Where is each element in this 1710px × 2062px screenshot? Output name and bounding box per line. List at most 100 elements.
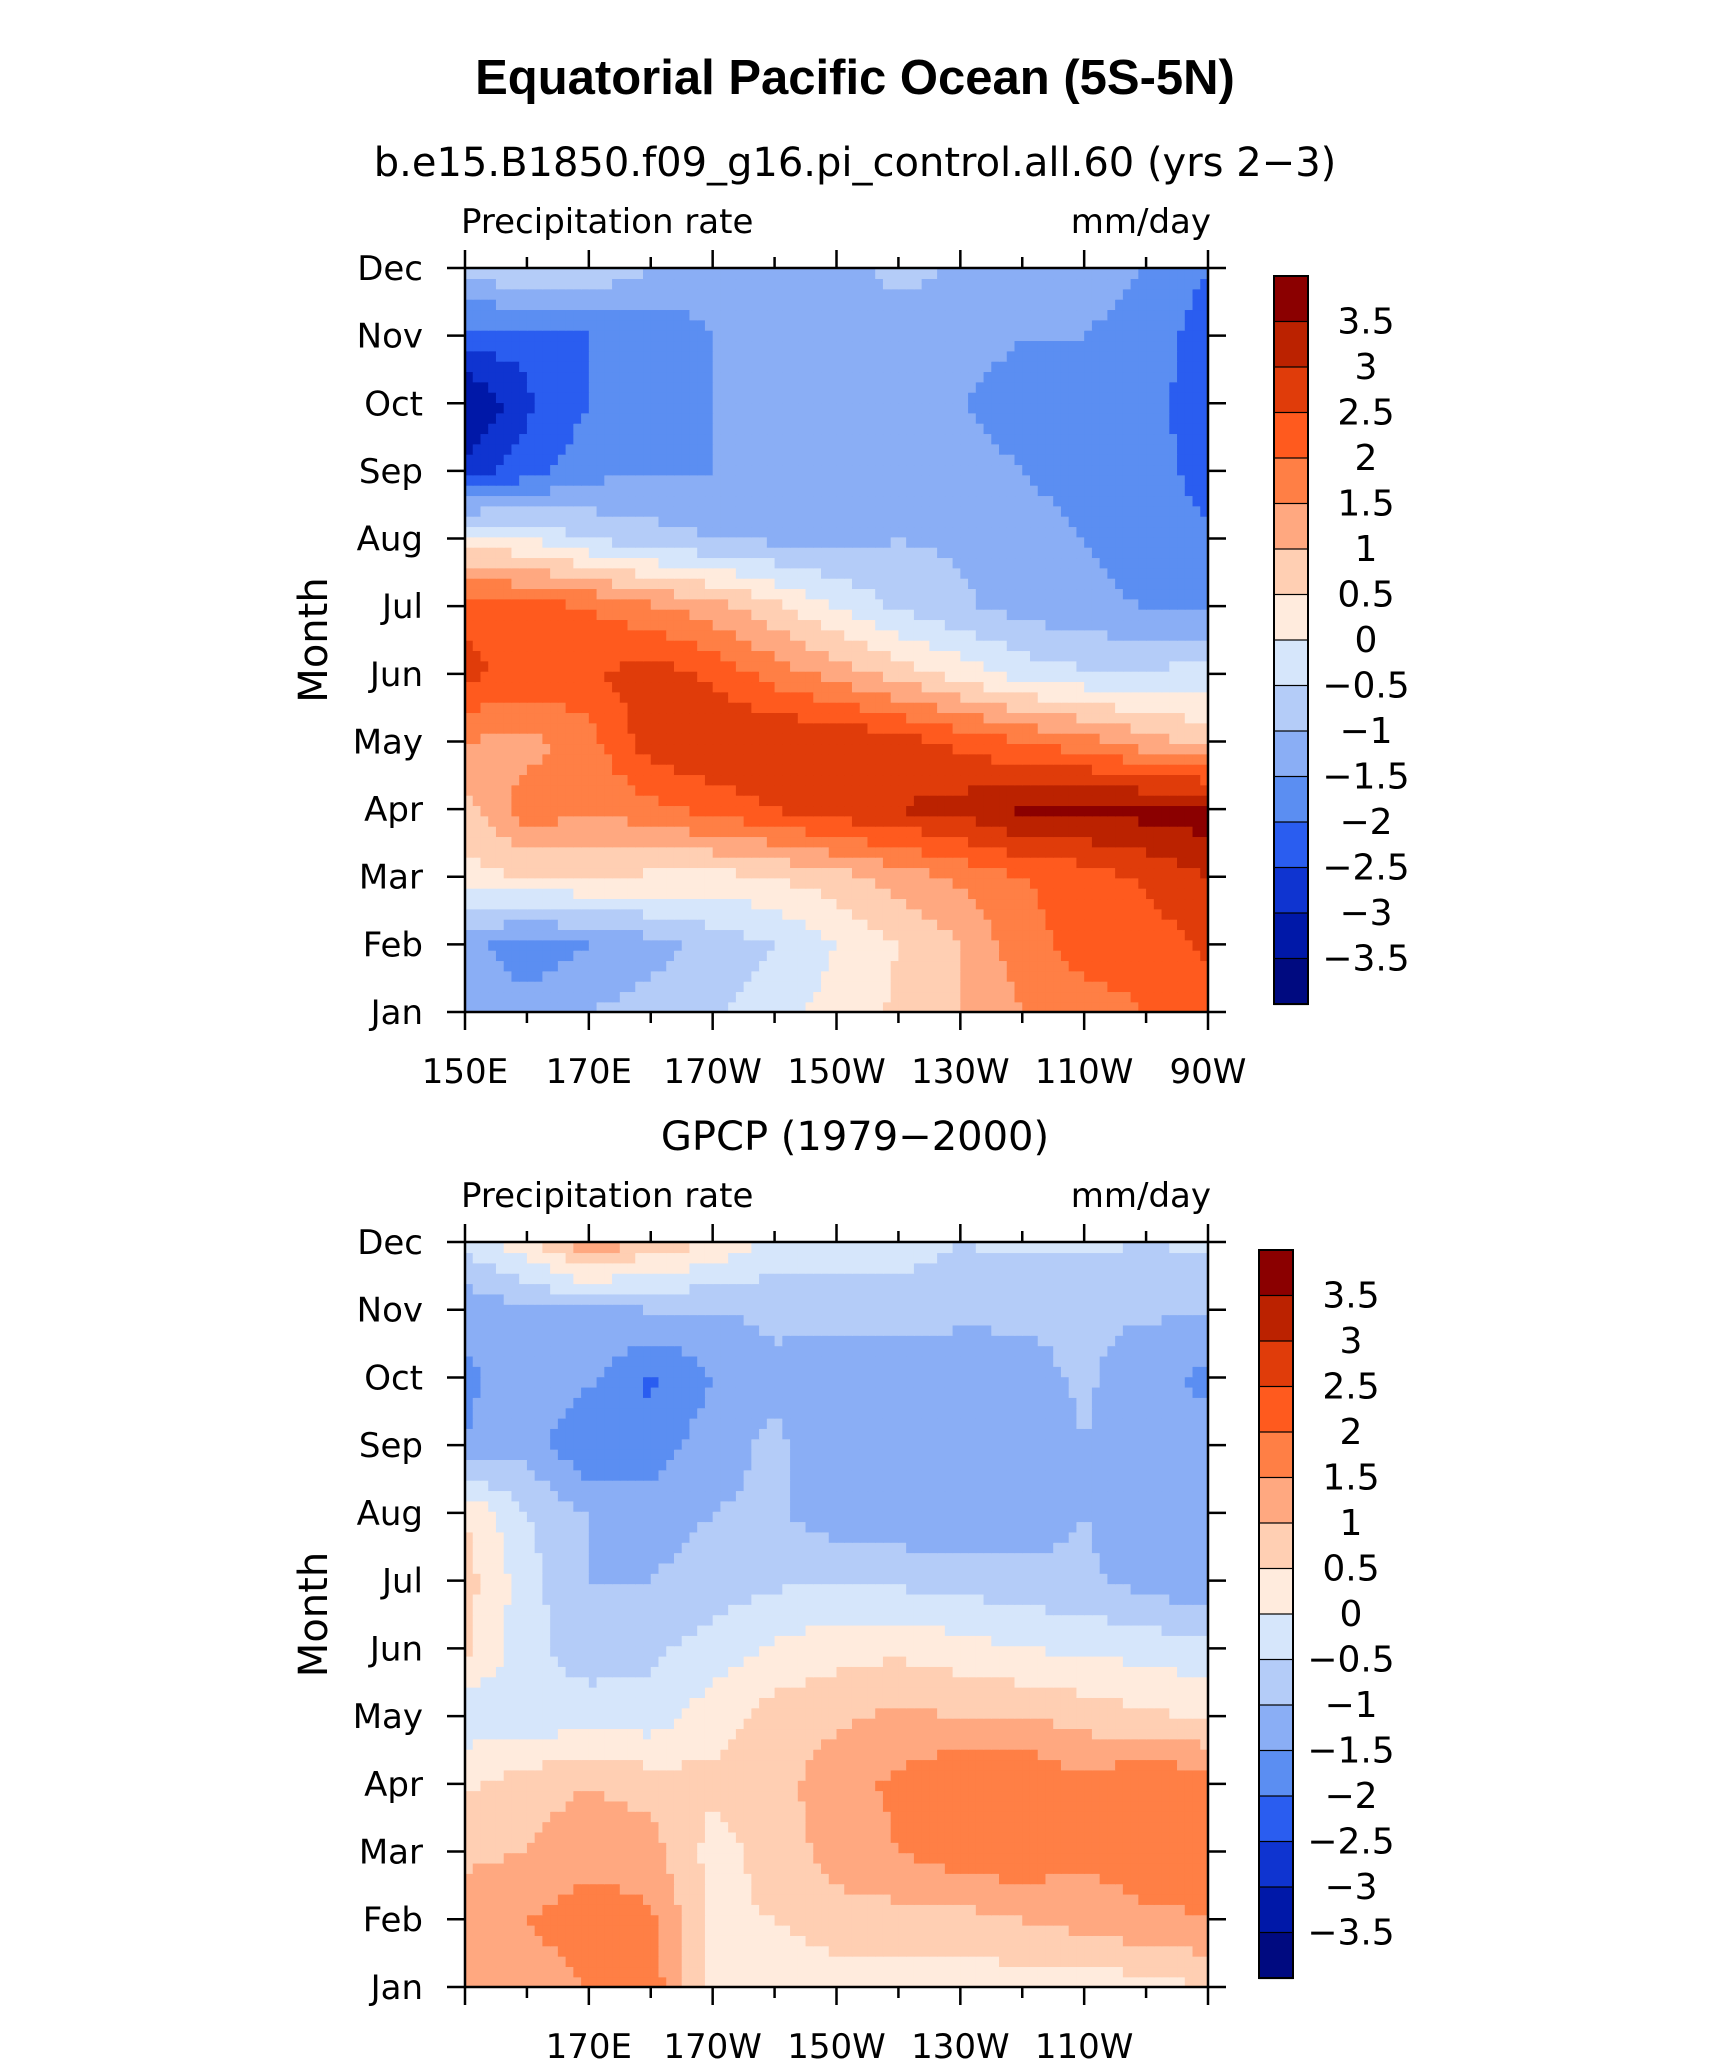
- heatmap-cell: [1060, 857, 1070, 869]
- heatmap-cell: [828, 764, 838, 776]
- heatmap-cell: [503, 691, 513, 703]
- heatmap-cell: [828, 774, 838, 786]
- heatmap-cell: [867, 702, 876, 714]
- heatmap-cell: [619, 722, 629, 734]
- heatmap-cell: [782, 557, 791, 569]
- heatmap-cell: [673, 733, 683, 745]
- heatmap-cell: [681, 671, 691, 683]
- heatmap-cell: [1068, 671, 1078, 683]
- heatmap-cell: [689, 495, 698, 507]
- heatmap-cell: [851, 846, 861, 858]
- heatmap-cell: [929, 764, 938, 776]
- heatmap-cell: [673, 950, 683, 962]
- heatmap-cell: [921, 722, 931, 734]
- heatmap-cell: [1029, 526, 1039, 538]
- heatmap-cell: [821, 702, 830, 714]
- heatmap-cell: [1068, 722, 1078, 734]
- heatmap-cell: [975, 516, 985, 528]
- heatmap-cell: [557, 516, 567, 528]
- heatmap-cell: [898, 846, 907, 858]
- heatmap-cell: [588, 681, 598, 693]
- heatmap-cell: [766, 629, 776, 641]
- heatmap-cell: [565, 898, 575, 910]
- heatmap-cell: [867, 609, 876, 621]
- heatmap-cell: [1037, 567, 1047, 579]
- heatmap-cell: [1161, 898, 1170, 910]
- heatmap-cell: [797, 960, 807, 972]
- heatmap-cell: [526, 485, 536, 497]
- heatmap-cell: [975, 774, 985, 786]
- heatmap-cell: [666, 722, 675, 734]
- heatmap-cell: [1169, 753, 1178, 765]
- heatmap-cell: [488, 867, 497, 879]
- heatmap-cell: [991, 1001, 1000, 1013]
- heatmap-cell: [658, 516, 667, 528]
- heatmap-cell: [635, 588, 644, 600]
- heatmap-cell: [1022, 981, 1031, 993]
- heatmap-cell: [697, 557, 706, 569]
- heatmap-cell: [743, 939, 753, 951]
- heatmap-cell: [658, 939, 667, 951]
- heatmap-cell: [666, 671, 675, 683]
- heatmap-cell: [991, 877, 1000, 889]
- heatmap-cell: [751, 691, 760, 703]
- heatmap-cell: [1138, 826, 1147, 838]
- heatmap-cell: [1107, 919, 1116, 931]
- heatmap-cell: [534, 826, 544, 838]
- heatmap-cell: [596, 557, 606, 569]
- heatmap-cell: [1138, 960, 1147, 972]
- heatmap-cell: [960, 629, 969, 641]
- heatmap-cell: [673, 702, 683, 714]
- heatmap-cell: [875, 526, 884, 538]
- heatmap-cell: [704, 898, 714, 910]
- heatmap-cell: [836, 826, 845, 838]
- heatmap-cell: [836, 815, 845, 827]
- heatmap-cell: [890, 764, 900, 776]
- heatmap-cell: [743, 795, 753, 807]
- heatmap-cell: [929, 650, 938, 662]
- heatmap-cell: [550, 939, 559, 951]
- heatmap-cell: [859, 826, 869, 838]
- heatmap-cell: [1192, 722, 1201, 734]
- heatmap-cell: [495, 671, 505, 683]
- heatmap-cell: [1192, 495, 1201, 507]
- heatmap-cell: [1037, 784, 1047, 796]
- heatmap-cell: [658, 485, 667, 497]
- heatmap-cell: [1200, 960, 1209, 972]
- heatmap-cell: [1045, 960, 1054, 972]
- heatmap-cell: [573, 733, 582, 745]
- heatmap-cell: [519, 547, 528, 559]
- heatmap-cell: [1006, 516, 1016, 528]
- heatmap-cell: [1122, 505, 1132, 517]
- heatmap-cell: [596, 495, 606, 507]
- heatmap-cell: [704, 557, 714, 569]
- heatmap-cell: [550, 712, 559, 724]
- heatmap-cell: [1014, 733, 1023, 745]
- heatmap-cell: [1192, 567, 1201, 579]
- heatmap-cell: [975, 671, 985, 683]
- heatmap-cell: [1122, 557, 1132, 569]
- heatmap-cell: [782, 598, 791, 610]
- heatmap-cell: [790, 567, 799, 579]
- heatmap-cell: [906, 598, 915, 610]
- heatmap-cell: [503, 578, 513, 590]
- heatmap-cell: [836, 960, 845, 972]
- heatmap-cell: [1022, 516, 1031, 528]
- heatmap-cell: [604, 857, 613, 869]
- heatmap-cell: [681, 495, 691, 507]
- heatmap-cell: [1053, 526, 1062, 538]
- heatmap-cell: [588, 660, 598, 672]
- heatmap-cell: [666, 547, 675, 559]
- heatmap-cell: [1138, 981, 1147, 993]
- heatmap-cell: [658, 970, 667, 982]
- heatmap-cell: [550, 660, 559, 672]
- heatmap-cell: [612, 681, 621, 693]
- heatmap-cell: [968, 743, 977, 755]
- heatmap-cell: [465, 722, 474, 734]
- heatmap-cell: [697, 505, 706, 517]
- heatmap-cell: [534, 1001, 544, 1013]
- heatmap-cell: [1138, 485, 1147, 497]
- heatmap-cell: [1161, 795, 1170, 807]
- heatmap-cell: [743, 660, 753, 672]
- heatmap-cell: [797, 588, 807, 600]
